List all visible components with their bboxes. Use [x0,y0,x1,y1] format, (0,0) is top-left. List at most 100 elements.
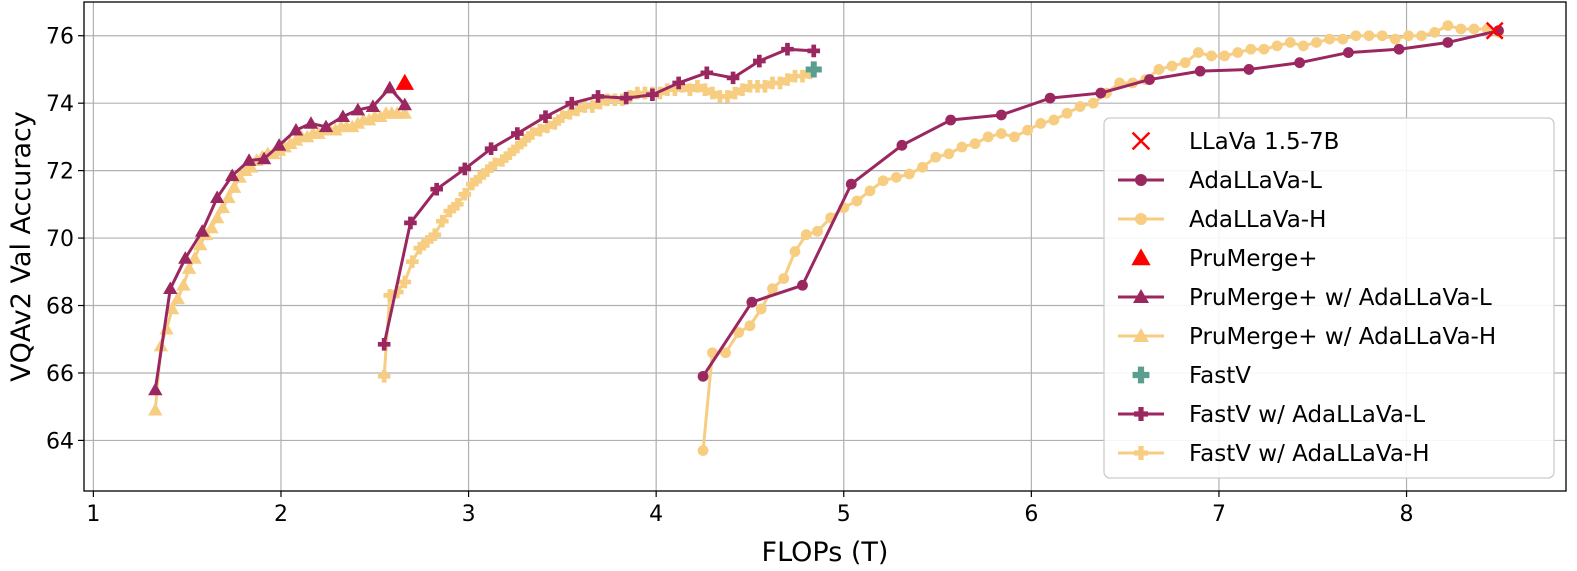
data-point [458,187,472,201]
legend-marker [1135,213,1147,225]
legend-label: PruMerge+ [1189,246,1318,272]
data-point [728,86,742,100]
data-point [193,237,208,251]
legend-marker [1131,131,1151,151]
data-point [395,73,414,90]
data-point [303,116,319,129]
data-point [593,96,607,110]
legend-label: FastV w/ AdaLLaVa-H [1189,441,1430,467]
data-point [458,162,472,176]
y-axis-label: VQAv2 Val Accuracy [6,111,37,382]
series-fastv [805,61,822,78]
data-point [796,69,809,83]
data-point [1192,47,1204,58]
data-point [377,338,391,351]
data-point [548,117,562,130]
legend-item: AdaLLaVa-H [1118,207,1326,233]
y-tick-label: 72 [46,160,74,185]
legend-label: AdaLLaVa-L [1189,168,1322,194]
data-point [1442,37,1454,48]
data-point [1144,74,1155,85]
data-point [328,122,343,136]
data-point [397,106,412,119]
data-point [1297,40,1309,52]
data-point [221,190,236,203]
data-point [404,216,417,230]
data-point [563,106,577,120]
data-point [1342,47,1354,58]
data-point [1393,43,1405,55]
data-point [1389,33,1401,45]
data-point [209,210,225,224]
y-tick-label: 64 [46,429,74,454]
data-point [318,119,334,133]
data-point [698,83,712,96]
data-point [803,66,817,80]
data-point [995,109,1007,121]
data-point [382,80,397,94]
x-tick-label: 8 [1400,502,1414,527]
data-point [571,103,584,117]
data-point [256,151,272,165]
x-tick-label: 5 [837,502,851,527]
data-point [565,96,579,110]
data-point [758,80,772,93]
data-point [226,180,242,193]
legend: LLaVa 1.5-7B AdaLLaVa-L AdaLLaVa-H PruMerge… [1103,117,1555,479]
data-point [1324,33,1336,45]
data-point [864,185,876,197]
data-point [373,109,388,123]
series-prumerge-w-adallava-l [148,80,412,396]
data-point [345,119,360,133]
data-point [518,133,532,147]
data-point [194,224,210,237]
x-tick-label: 6 [1024,502,1038,527]
axes-frame [83,1,1567,492]
data-point [851,195,863,207]
legend-item: AdaLLaVa-L [1118,168,1322,194]
legend-item: LLaVa 1.5-7B [1131,129,1339,155]
data-point [1311,37,1322,48]
ticks: 1 2 3 4 5 6 7 8 64 66 68 70 72 74 76 [46,25,1414,527]
legend-marker [1133,289,1149,303]
legend-label: PruMerge+ w/ AdaLLaVa-L [1189,285,1492,311]
data-point [1403,30,1414,42]
data-point [488,157,502,171]
data-point [430,182,443,196]
data-point [243,160,259,173]
data-point [511,127,524,140]
data-point [496,154,509,167]
data-point [1153,64,1165,75]
data-point [481,164,494,177]
data-point [1455,23,1467,35]
legend-box [1103,117,1555,479]
data-point [700,66,714,80]
data-point [767,283,778,295]
data-point [781,42,794,56]
data-point [413,241,427,255]
legend-marker [1132,366,1150,384]
data-point [266,146,281,160]
data-point [335,109,351,123]
legend-marker [1133,328,1149,342]
data-point [773,76,787,90]
data-point [405,255,419,268]
data-point [683,83,697,96]
data-point [800,229,812,241]
data-point [1416,30,1427,42]
data-point [377,370,391,383]
data-point [755,303,767,315]
data-point [187,251,202,264]
data-point [743,80,757,93]
data-point [466,177,479,191]
data-point [945,114,957,126]
data-point [697,370,709,382]
data-point [917,161,928,173]
data-point [361,112,377,126]
data-point [428,228,442,241]
data-point [697,445,709,456]
legend-label: FastV [1189,363,1251,389]
x-tick-label: 1 [86,502,100,527]
data-point [1363,30,1375,42]
y-tick-label: 74 [46,92,74,117]
